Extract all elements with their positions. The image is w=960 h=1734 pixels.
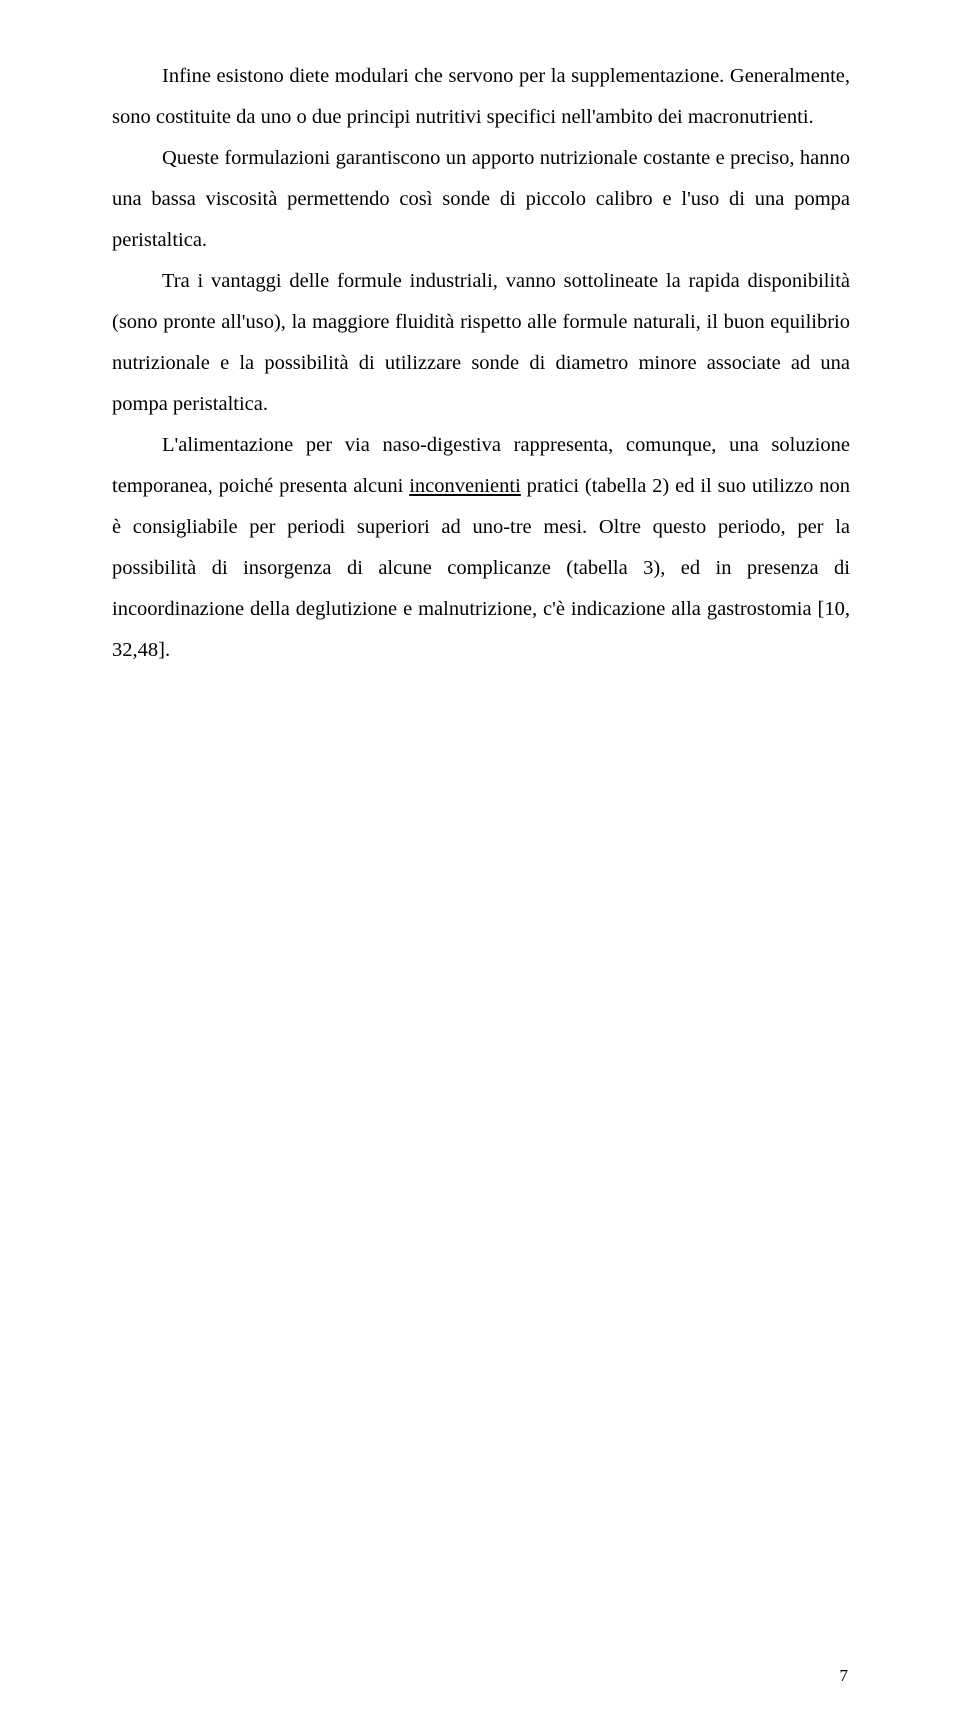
paragraph-1-text: Infine esistono diete modulari che servo… [112, 65, 850, 128]
paragraph-1: Infine esistono diete modulari che servo… [112, 56, 850, 138]
paragraph-3: Tra i vantaggi delle formule industriali… [112, 261, 850, 425]
paragraph-2-text: Queste formulazioni garantiscono un appo… [112, 147, 850, 251]
paragraph-3-text: Tra i vantaggi delle formule industriali… [112, 270, 850, 415]
page-number: 7 [840, 1666, 849, 1686]
paragraph-4: L'alimentazione per via naso-digestiva r… [112, 425, 850, 671]
page-content: Infine esistono diete modulari che servo… [0, 0, 960, 671]
paragraph-4-seg-1-underlined: inconvenienti [409, 475, 521, 497]
paragraph-4-seg-2: pratici (tabella 2) ed il suo utilizzo n… [112, 475, 850, 661]
paragraph-2: Queste formulazioni garantiscono un appo… [112, 138, 850, 261]
